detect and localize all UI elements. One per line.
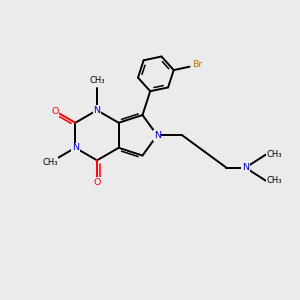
Text: O: O <box>51 107 59 116</box>
Text: O: O <box>93 178 101 187</box>
Text: Br: Br <box>192 61 203 70</box>
Text: CH₃: CH₃ <box>267 150 282 159</box>
Text: N: N <box>72 143 79 152</box>
Text: CH₃: CH₃ <box>42 158 58 167</box>
Text: CH₃: CH₃ <box>89 76 105 85</box>
Text: N: N <box>154 131 161 140</box>
Text: CH₃: CH₃ <box>267 176 282 185</box>
Text: N: N <box>242 163 249 172</box>
Text: N: N <box>94 106 100 115</box>
